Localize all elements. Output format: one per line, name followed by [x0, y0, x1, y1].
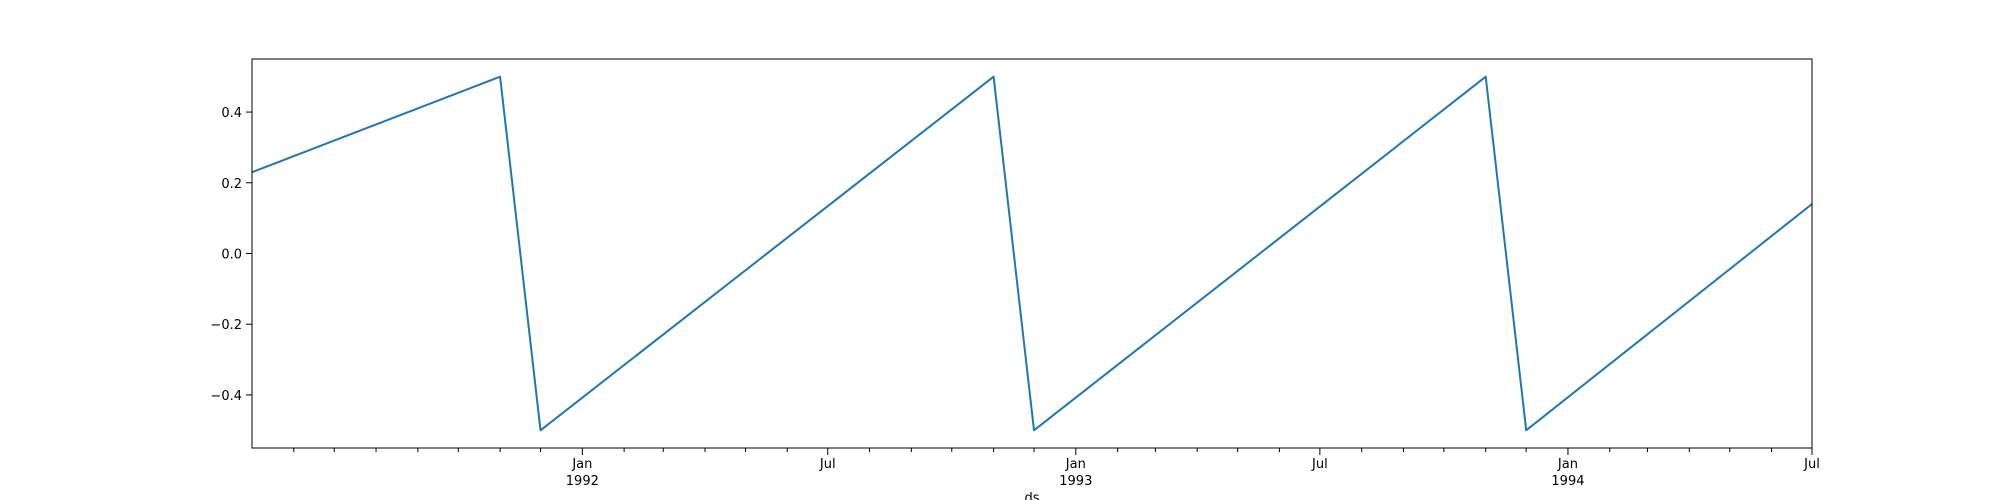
y-tick-label: −0.4 — [210, 389, 242, 404]
x-tick-label: Jul — [1311, 457, 1328, 472]
y-tick-label: 0.2 — [221, 177, 242, 192]
x-tick-label: Jan — [571, 457, 592, 472]
x-tick-year-label: 1992 — [566, 474, 599, 489]
series-line — [251, 75, 1813, 432]
x-tick-label: Jul — [819, 457, 836, 472]
x-tick-label: Jan — [1557, 457, 1578, 472]
x-axis: Jan 1992 Jul Jan 1993 Jul Jan 1994 Jul — [293, 448, 1820, 489]
y-tick-label: −0.2 — [210, 318, 242, 333]
x-tick-label: Jan — [1065, 457, 1086, 472]
y-tick-label: 0.4 — [221, 106, 242, 121]
y-axis: −0.4 −0.2 0.0 0.2 0.4 — [210, 106, 252, 404]
plot-area — [251, 75, 1813, 432]
x-tick-year-label: 1994 — [1551, 474, 1584, 489]
x-tick-label: Jul — [1803, 457, 1820, 472]
x-tick-year-label: 1993 — [1059, 474, 1092, 489]
x-axis-title: ds — [1024, 491, 1039, 500]
y-tick-label: 0.0 — [221, 248, 242, 263]
